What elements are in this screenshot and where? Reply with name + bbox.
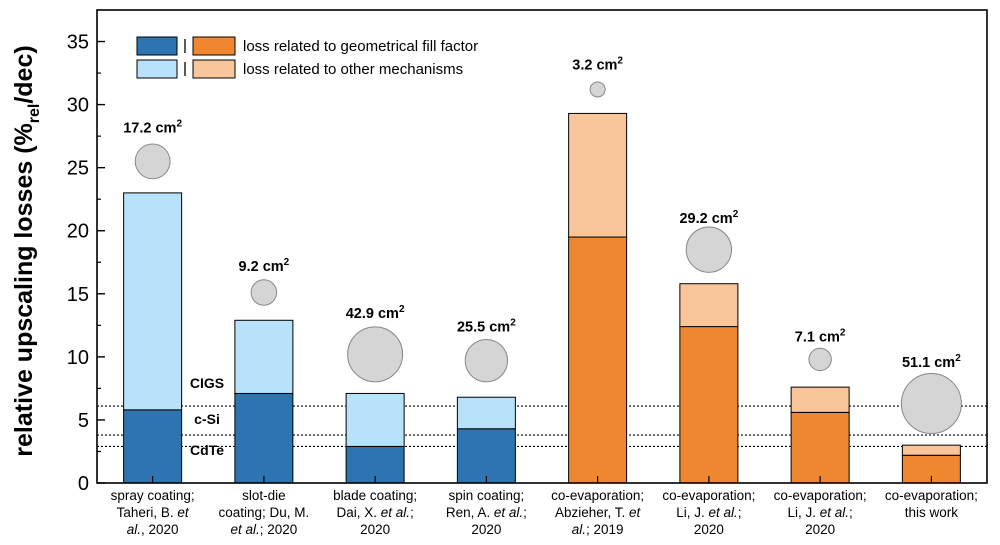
category-label: spray coating; Taheri, B. et al., 2020 (111, 488, 195, 537)
module-area-label: 17.2 cm2 (123, 118, 182, 136)
module-area-bubble (900, 373, 962, 435)
category-label-line: Abzieher, T. et (555, 505, 642, 520)
bar-other-mechanisms (679, 283, 739, 328)
bar-geometric-fill-factor (456, 428, 516, 484)
legend-entry-2: loss related to other mechanisms (243, 61, 463, 78)
y-axis-title-unit: /dec) (10, 45, 38, 103)
bar-other-mechanisms (456, 396, 516, 430)
category-label-line: spray coating; (111, 488, 195, 503)
category-label-line: slot-die (242, 488, 286, 503)
bar-other-mechanisms (345, 392, 405, 447)
y-tick-label: 0 (78, 473, 89, 495)
category-label: blade coating; Dai, X. et al.; 2020 (333, 488, 417, 537)
module-area-label: 7.1 cm2 (795, 328, 846, 346)
legend: loss related to geometrical fill factor l… (136, 36, 478, 79)
category-label-line: coating; Du, M. (218, 505, 309, 520)
bar-other-mechanisms (234, 319, 294, 394)
module-area-label: 9.2 cm2 (239, 257, 290, 275)
category-label-line: this work (905, 505, 959, 520)
legend-swatch-blue (136, 36, 178, 56)
legend-entry-1: loss related to geometrical fill factor (243, 38, 478, 55)
y-tick-label: 30 (67, 95, 89, 117)
module-area-bubble (134, 143, 171, 180)
bar-other-mechanisms (901, 444, 961, 456)
legend-swatch-blue (136, 59, 178, 79)
category-label-line: Dai, X. et al.; (336, 505, 413, 520)
y-axis-title-text: relative upscaling losses (% (10, 123, 38, 456)
category-label-line: et al.; 2020 (230, 522, 297, 537)
category-label-line: co-evaporation; (662, 488, 755, 503)
module-area-bubble (250, 279, 278, 306)
reference-label-cigs: CIGS (190, 375, 224, 391)
reference-label-c-si: c-Si (194, 411, 220, 427)
bar-geometric-fill-factor (123, 409, 183, 484)
category-label-line: Li, J. et al.; (676, 505, 741, 520)
category-label-line: co-evaporation; (774, 488, 867, 503)
bar-other-mechanisms (790, 386, 850, 413)
module-area-bubble (589, 81, 606, 98)
module-area-label: 42.9 cm2 (346, 304, 405, 322)
y-axis-title-subscript: rel (26, 104, 43, 124)
category-label-line: spin coating; (448, 488, 524, 503)
y-tick-label: 15 (67, 284, 89, 306)
bar-other-mechanisms (123, 192, 183, 411)
category-label: co-evaporation; this work (885, 488, 978, 520)
category-label-line: Taheri, B. et (117, 505, 190, 520)
category-label: co-evaporation; Abzieher, T. et al.; 2019 (551, 488, 644, 537)
bar-other-mechanisms (568, 112, 628, 238)
bar-geometric-fill-factor (568, 236, 628, 484)
y-tick-label: 20 (67, 221, 89, 243)
category-label-line: 2020 (471, 522, 501, 537)
legend-swatch-orange (192, 59, 236, 79)
bar-geometric-fill-factor (679, 326, 739, 484)
module-area-label: 25.5 cm2 (457, 318, 516, 336)
category-label-line: 2020 (360, 522, 390, 537)
y-tick-label: 5 (78, 410, 89, 432)
category-label-line: co-evaporation; (885, 488, 978, 503)
bar-geometric-fill-factor (234, 392, 294, 484)
y-tick-label: 10 (67, 347, 89, 369)
category-label: co-evaporation; Li, J. et al.; 2020 (774, 488, 867, 537)
module-area-bubble (464, 338, 509, 383)
y-axis-title: relative upscaling losses (%rel/dec) (10, 45, 43, 456)
module-area-label: 51.1 cm2 (902, 353, 961, 371)
reference-label-cdte: CdTe (190, 442, 224, 458)
y-tick-label: 25 (67, 158, 89, 180)
module-area-bubble (808, 347, 832, 372)
category-label-line: 2020 (805, 522, 835, 537)
category-label-line: 2020 (694, 522, 724, 537)
module-area-bubble (347, 326, 404, 383)
module-area-bubble (685, 226, 733, 273)
category-label-line: al.; 2019 (572, 522, 624, 537)
module-area-label: 3.2 cm2 (572, 55, 623, 73)
category-label: spin coating; Ren, A. et al.; 2020 (446, 488, 527, 537)
plot-frame (96, 9, 988, 484)
svg-text:relative upscaling losses (%re: relative upscaling losses (%rel/dec) (10, 45, 43, 456)
legend-swatch-orange (192, 36, 236, 56)
module-area-label: 29.2 cm2 (679, 209, 738, 227)
category-label: co-evaporation; Li, J. et al.; 2020 (662, 488, 755, 537)
category-label-line: Li, J. et al.; (787, 505, 852, 520)
category-label-line: al., 2020 (127, 522, 179, 537)
category-label-line: blade coating; (333, 488, 417, 503)
y-tick-label: 35 (67, 32, 89, 54)
category-label-line: Ren, A. et al.; (446, 505, 527, 520)
category-label: slot-die coating; Du, M. et al.; 2020 (218, 488, 309, 537)
category-label-line: co-evaporation; (551, 488, 644, 503)
bar-geometric-fill-factor (790, 411, 850, 484)
